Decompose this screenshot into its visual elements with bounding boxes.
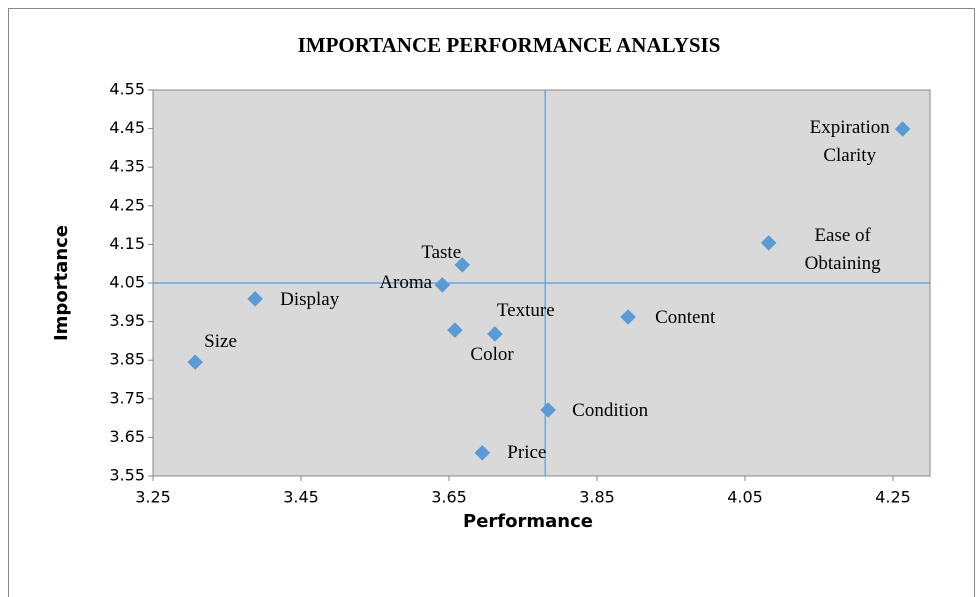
point bbox=[760, 235, 777, 251]
point-label: Texture bbox=[496, 299, 555, 321]
x-tick-label: 3.65 bbox=[431, 488, 467, 507]
y-tick-label: 4.05 bbox=[109, 273, 145, 292]
chart-title: IMPORTANCE PERFORMANCE ANALYSIS bbox=[298, 33, 721, 57]
point-label: Display bbox=[280, 288, 340, 310]
y-tick-label: 4.25 bbox=[109, 195, 145, 214]
y-tick-label: 3.55 bbox=[109, 466, 145, 485]
x-tick-label: 3.45 bbox=[283, 488, 319, 507]
point-label: Taste bbox=[421, 241, 462, 263]
point-label: Color bbox=[470, 344, 514, 366]
point-label: Size bbox=[204, 331, 237, 353]
y-axis-title: Importance bbox=[51, 225, 72, 341]
y-tick-label: 3.85 bbox=[109, 350, 145, 369]
y-tick-label: 4.45 bbox=[109, 118, 145, 137]
chart-frame bbox=[8, 8, 975, 597]
point-label: Ease of Obtaining bbox=[804, 224, 881, 274]
y-tick-label: 4.55 bbox=[109, 80, 145, 99]
point-label: Content bbox=[655, 306, 716, 328]
x-tick-label: 4.05 bbox=[727, 488, 763, 507]
y-tick-label: 3.95 bbox=[109, 311, 145, 330]
y-tick-label: 3.75 bbox=[109, 388, 145, 407]
point bbox=[187, 354, 203, 370]
point-label: Aroma bbox=[379, 271, 433, 293]
x-axis-title: Performance bbox=[463, 511, 593, 532]
y-tick-label: 4.15 bbox=[109, 234, 145, 253]
x-tick-label: 4.25 bbox=[875, 488, 911, 507]
point-label: Expiration Clarity bbox=[809, 116, 890, 166]
x-tick-label: 3.85 bbox=[579, 488, 615, 507]
y-tick-label: 3.65 bbox=[109, 427, 145, 446]
point-label: Price bbox=[507, 441, 547, 463]
x-tick-label: 3.25 bbox=[135, 488, 171, 507]
y-tick-label: 4.35 bbox=[109, 157, 145, 176]
point-label: Condition bbox=[572, 399, 649, 421]
